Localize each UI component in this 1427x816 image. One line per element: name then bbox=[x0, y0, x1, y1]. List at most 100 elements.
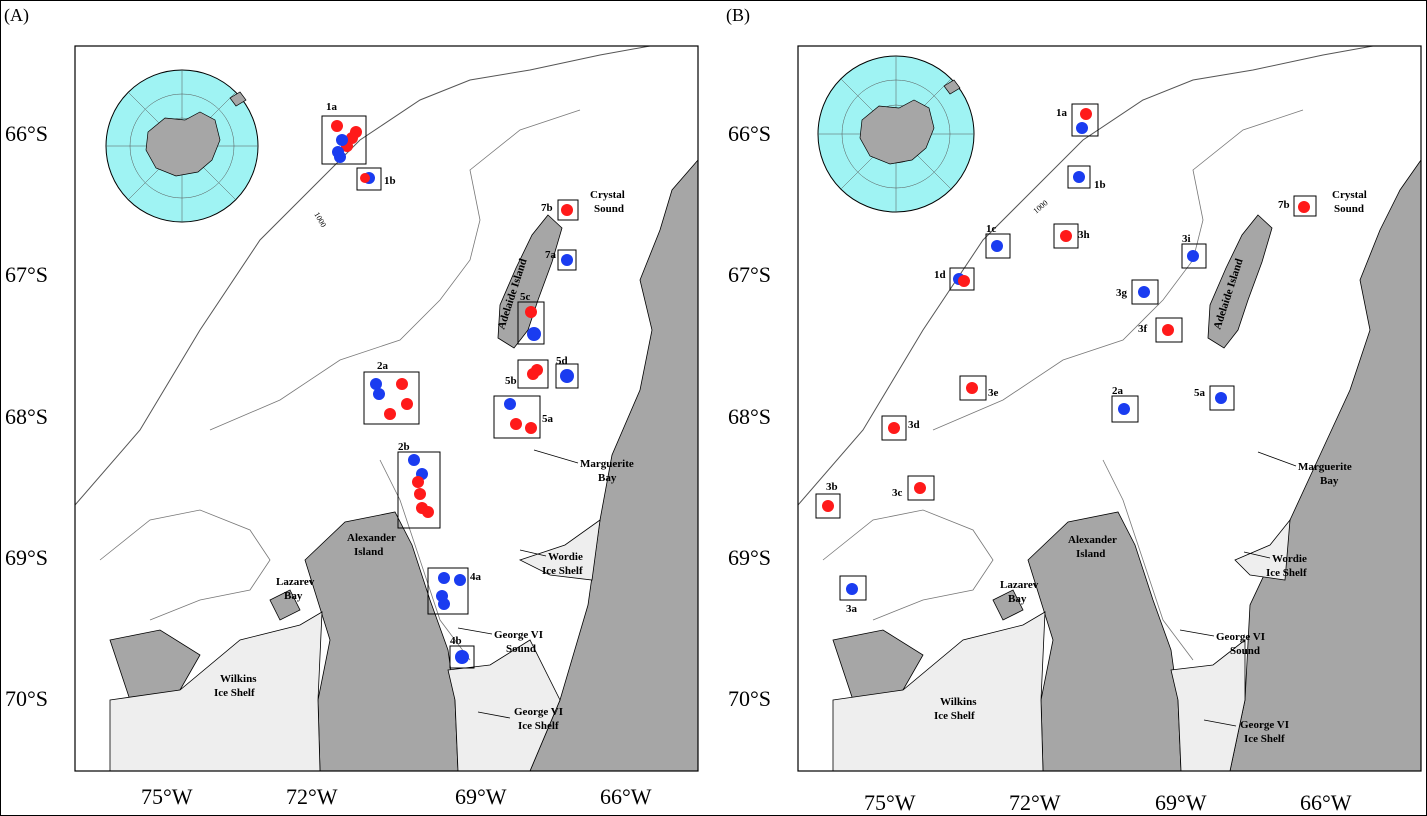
site-label-3b: 3b bbox=[826, 481, 838, 493]
blue-point bbox=[336, 134, 348, 146]
label-lazarev-2: Bay bbox=[284, 590, 303, 602]
wilkins-ice-shelf bbox=[832, 611, 1046, 771]
contour-1000 bbox=[798, 46, 1374, 506]
contour-inner bbox=[209, 109, 581, 431]
panel-a-label: (A) bbox=[4, 5, 29, 26]
label-alexander-2: Island bbox=[1076, 548, 1105, 560]
site-box-4b bbox=[449, 645, 475, 669]
label-wordie-2: Ice Shelf bbox=[542, 565, 583, 577]
site-label-2b: 2b bbox=[398, 441, 410, 453]
red-point bbox=[510, 418, 522, 430]
site-box-5a bbox=[493, 395, 541, 439]
site-label-3a: 3a bbox=[846, 603, 858, 615]
western-island bbox=[109, 629, 201, 701]
blue-point bbox=[1118, 403, 1130, 415]
red-point bbox=[525, 422, 537, 434]
site-boxes-b bbox=[815, 103, 1317, 601]
antarctica-inset bbox=[105, 69, 259, 223]
lat-tick-68: 68°S bbox=[5, 404, 48, 429]
blue-point bbox=[373, 388, 385, 400]
label-wilkins-1: Wilkins bbox=[940, 696, 977, 708]
blue-point bbox=[1073, 171, 1085, 183]
blue-point bbox=[504, 398, 516, 410]
blue-point bbox=[438, 598, 450, 610]
label-wilkins-1: Wilkins bbox=[220, 673, 257, 685]
site-box-7b bbox=[557, 199, 579, 221]
site-box-1a bbox=[321, 115, 367, 165]
label-marguerite-1: Marguerite bbox=[1298, 461, 1352, 473]
site-box-3a bbox=[839, 575, 867, 601]
label-wilkins-2: Ice Shelf bbox=[934, 710, 975, 722]
panel-b: (B) bbox=[726, 5, 1422, 815]
label-alexander-2: Island bbox=[354, 546, 383, 558]
lat-ticks-a: 66°S 67°S 68°S 69°S 70°S bbox=[5, 121, 48, 711]
label-marguerite-1: Marguerite bbox=[580, 458, 634, 470]
blue-point bbox=[334, 151, 346, 163]
lon-ticks-a: 75°W 72°W 69°W 66°W bbox=[141, 784, 652, 809]
lat-ticks-b: 66°S 67°S 68°S 69°S 70°S bbox=[728, 121, 771, 711]
label-gvi-shelf-1: George VI bbox=[1240, 719, 1289, 731]
site-label-7a: 7a bbox=[545, 249, 557, 261]
label-gvi-sound-1: George VI bbox=[494, 629, 543, 641]
red-point bbox=[1080, 108, 1092, 120]
red-point bbox=[966, 382, 978, 394]
lon-tick-75: 75°W bbox=[864, 790, 916, 815]
lat-tick-66: 66°S bbox=[5, 121, 48, 146]
site-label-4b: 4b bbox=[450, 635, 462, 647]
antarctica-inset bbox=[817, 55, 975, 213]
red-point bbox=[958, 275, 970, 287]
site-label-4a: 4a bbox=[470, 571, 482, 583]
blue-point bbox=[991, 240, 1003, 252]
blue-point bbox=[438, 572, 450, 584]
wilkins-ice-shelf bbox=[109, 611, 323, 771]
label-gvi-sound-1: George VI bbox=[1216, 631, 1265, 643]
red-point bbox=[1298, 201, 1310, 213]
site-box-3i bbox=[1181, 243, 1207, 269]
site-box-5b bbox=[517, 359, 549, 389]
panel-b-map bbox=[798, 46, 1421, 771]
site-label-3e: 3e bbox=[988, 387, 999, 399]
lazarev-land bbox=[269, 589, 301, 621]
panel-b-label: (B) bbox=[726, 5, 750, 26]
red-point bbox=[384, 408, 396, 420]
contour-sw bbox=[99, 509, 271, 621]
blue-point bbox=[455, 650, 469, 664]
site-box-2a bbox=[1111, 395, 1139, 423]
red-point bbox=[396, 378, 408, 390]
sample-points-b bbox=[822, 108, 1310, 595]
site-label-1b: 1b bbox=[384, 175, 396, 187]
label-crystal-1: Crystal bbox=[590, 189, 625, 201]
site-label-5b: 5b bbox=[505, 375, 517, 387]
label-alexander-1: Alexander bbox=[1068, 534, 1117, 546]
blue-point bbox=[527, 327, 541, 341]
label-crystal-2: Sound bbox=[594, 203, 624, 215]
lon-tick-66: 66°W bbox=[600, 784, 652, 809]
site-box-5a bbox=[1209, 385, 1235, 411]
lat-tick-68: 68°S bbox=[728, 404, 771, 429]
label-marguerite-2: Bay bbox=[598, 472, 617, 484]
lon-tick-69: 69°W bbox=[1155, 790, 1207, 815]
label-wordie-1: Wordie bbox=[548, 551, 583, 563]
lon-tick-72: 72°W bbox=[286, 784, 338, 809]
label-alexander-1: Alexander bbox=[347, 532, 396, 544]
site-label-1c: 1c bbox=[986, 223, 997, 235]
lat-tick-67: 67°S bbox=[5, 262, 48, 287]
site-label-1b: 1b bbox=[1094, 179, 1106, 191]
site-box-1b bbox=[356, 167, 382, 191]
label-marguerite-2: Bay bbox=[1320, 475, 1339, 487]
contour-1000 bbox=[75, 46, 651, 506]
label-lazarev-1: Lazarev bbox=[276, 576, 315, 588]
red-point bbox=[360, 173, 370, 183]
site-label-3d: 3d bbox=[908, 419, 920, 431]
lon-tick-69: 69°W bbox=[455, 784, 507, 809]
contour-inner bbox=[932, 109, 1304, 431]
site-label-7b: 7b bbox=[1278, 199, 1290, 211]
label-lazarev-1: Lazarev bbox=[1000, 579, 1039, 591]
blue-point bbox=[454, 574, 466, 586]
blue-point bbox=[1138, 286, 1150, 298]
blue-point bbox=[1215, 392, 1227, 404]
site-box-7a bbox=[557, 249, 577, 271]
red-point bbox=[914, 482, 926, 494]
panel-a-map bbox=[75, 46, 698, 771]
red-point bbox=[401, 398, 413, 410]
